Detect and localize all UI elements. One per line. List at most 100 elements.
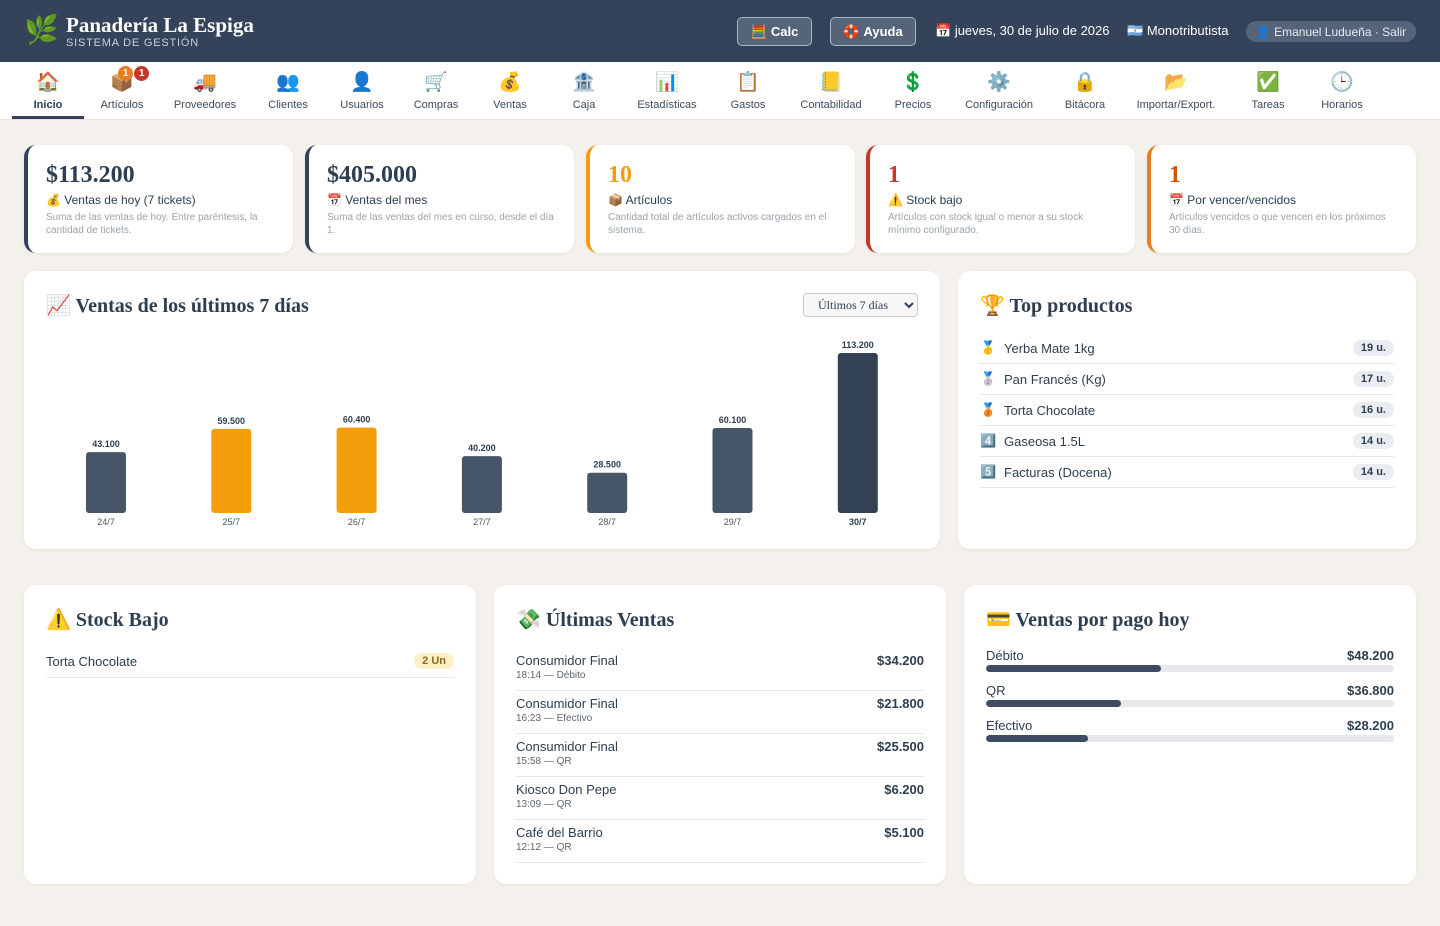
payment-method: Débito [986,648,1024,663]
list-item: 🥈 Pan Francés (Kg) 17 u. [980,364,1394,395]
people-icon: 👥 [276,72,300,93]
kpi-title: 📅 Por vencer/vencidos [1169,193,1296,207]
nav-label: Estadísticas [637,99,697,111]
chart-bar [86,452,126,513]
qty-badge: 19 u. [1352,340,1394,356]
user-logout-pill[interactable]: 👤 Emanuel Ludueña · Salir [1246,21,1416,42]
client-name: Café del Barrio [516,825,603,840]
nav-item-compras[interactable]: 🛒 Compras [400,62,472,119]
chart-bar [461,456,502,513]
cart-icon: 🛒 [424,72,448,93]
nav-label: Tareas [1251,99,1285,111]
nav-item-estadisticas[interactable]: 📊 Estadísticas [626,62,708,119]
nav-item-configuracion[interactable]: ⚙️ Configuración [954,62,1044,119]
nav-label: Importar/Export. [1136,99,1216,111]
lifebuoy-icon: 🛟 [843,23,860,39]
box-icon: 📦 1 1 [110,66,150,94]
nav-item-tareas[interactable]: ✅ Tareas [1232,62,1304,119]
list-item: 4️⃣ Gaseosa 1.5L 14 u. [980,426,1394,457]
gear-icon: ⚙️ [987,72,1011,93]
list-item: Kiosco Don Pepe 13:09 — QR $6.200 [516,777,924,820]
gold-medal-icon: 🥇 [980,340,997,355]
client-name: Consumidor Final [516,739,618,754]
progress-fill [986,665,1162,672]
current-date: 📅 jueves, 30 de julio de 2026 [935,23,1110,39]
list-item: Consumidor Final 18:14 — Débito $34.200 [516,648,924,691]
nav-item-proveedores[interactable]: 🚚 Proveedores [164,62,246,119]
nav-item-usuarios[interactable]: 👤 Usuarios [326,62,398,119]
abacus-icon: 🧮 [750,23,767,39]
argentina-flag-icon: 🇦🇷 [1127,23,1144,38]
x-tick-label: 27/7 [473,517,491,527]
x-tick-label: 24/7 [97,517,115,527]
progress-track [986,665,1394,672]
calc-label: Calc [770,24,799,39]
x-tick-label: 29/7 [724,517,742,527]
tax-status: 🇦🇷 Monotributista [1127,23,1228,39]
sale-meta: 13:09 — QR [516,799,572,810]
brand-title: Panadería La Espiga [66,13,254,37]
nav-item-precios[interactable]: 💲 Precios [877,62,949,119]
product-name: Torta Chocolate [46,654,138,669]
nav-label: Ventas [493,99,527,111]
truck-icon: 🚚 [193,72,217,93]
calc-button[interactable]: 🧮 Calc [737,17,812,46]
nav-label: Clientes [268,99,308,111]
bar-value-label: 113.200 [842,340,874,350]
nav-item-articulos[interactable]: 📦 1 1 Artículos [86,62,158,119]
alert-badge: 1 [134,66,150,81]
nav-item-caja[interactable]: 🏦 Caja [548,62,620,119]
nav-item-contabilidad[interactable]: 📒 Contabilidad [790,62,872,119]
nav-item-clientes[interactable]: 👥 Clientes [252,62,324,119]
top-products-panel: 🏆 Top productos 🥇 Yerba Mate 1kg 19 u. 🥈 Pa… [958,271,1416,549]
list-item: Café del Barrio 12:12 — QR $5.100 [516,820,924,863]
kpi-description: Suma de las ventas de hoy. Entre parénte… [46,212,258,236]
kpi-description: Artículos con stock igual o menor a su s… [888,212,1084,236]
sale-meta: 18:14 — Débito [516,670,586,681]
product-name: Gaseosa 1.5L [1004,433,1085,449]
progress-track [986,735,1394,742]
kpi-value: 1 [1169,162,1181,188]
range-select[interactable]: Últimos 7 días [803,293,918,317]
sale-meta: 16:23 — Efectivo [516,713,593,724]
number-five-icon: 5️⃣ [980,464,997,479]
help-button[interactable]: 🛟 Ayuda [830,17,916,46]
nav-label: Contabilidad [800,99,862,111]
nav-item-ventas[interactable]: 💰 Ventas [474,62,546,119]
nav-item-inicio[interactable]: 🏠 Inicio [12,62,84,119]
kpi-card-expiring: 1 📅 Por vencer/vencidos Artículos vencid… [1147,145,1416,253]
kpi-title: 📦 Artículos [608,193,673,207]
sale-meta: 12:12 — QR [516,842,572,853]
bar-chart-icon: 📊 [655,72,679,93]
nav-item-bitacora[interactable]: 🔒 Bitácora [1049,62,1121,119]
qty-badge: 14 u. [1352,464,1394,480]
lock-icon: 🔒 [1073,72,1097,93]
kpi-description: Cantidad total de artículos activos carg… [608,212,827,236]
qty-badge: 16 u. [1352,402,1394,418]
product-name: Pan Francés (Kg) [1004,371,1106,387]
clipboard-icon: 📋 [736,72,760,93]
list-item: Consumidor Final 15:58 — QR $25.500 [516,734,924,777]
help-label: Ayuda [863,24,903,39]
nav-label: Gastos [730,99,766,111]
nav-item-horarios[interactable]: 🕒 Horarios [1306,62,1378,119]
chart-bar [837,353,878,513]
payments-title: 💳 Ventas por pago hoy [986,609,1190,631]
nav-item-gastos[interactable]: 📋 Gastos [712,62,784,119]
kpi-value: 10 [608,162,632,188]
kpi-value: 1 [888,162,900,188]
main-nav: 🏠 Inicio 📦 1 1 Artículos 🚚 Proveedores 👥 Clien… [0,62,1440,120]
bar-value-label: 60.100 [719,415,747,425]
payment-row: Efectivo $28.200 [986,718,1394,753]
sales-chart-title: 📈 Ventas de los últimos 7 días [46,295,309,317]
nav-label: Inicio [33,99,63,111]
nav-item-importar-exportar[interactable]: 📂 Importar/Export. [1128,62,1224,119]
kpi-description: Artículos vencidos o que vencen en los p… [1169,212,1386,236]
silver-medal-icon: 🥈 [980,371,997,386]
brand-subtitle: SISTEMA DE GESTIÓN [66,37,199,49]
bank-icon: 🏦 [572,72,596,93]
kpi-card-sales-today: $113.200 💰 Ventas de hoy (7 tickets) Sum… [24,145,293,253]
low-stock-title: ⚠️ Stock Bajo [46,609,169,631]
payments-panel: 💳 Ventas por pago hoy Débito $48.200 QR $3… [964,585,1416,884]
sale-amount: $25.500 [877,739,924,754]
